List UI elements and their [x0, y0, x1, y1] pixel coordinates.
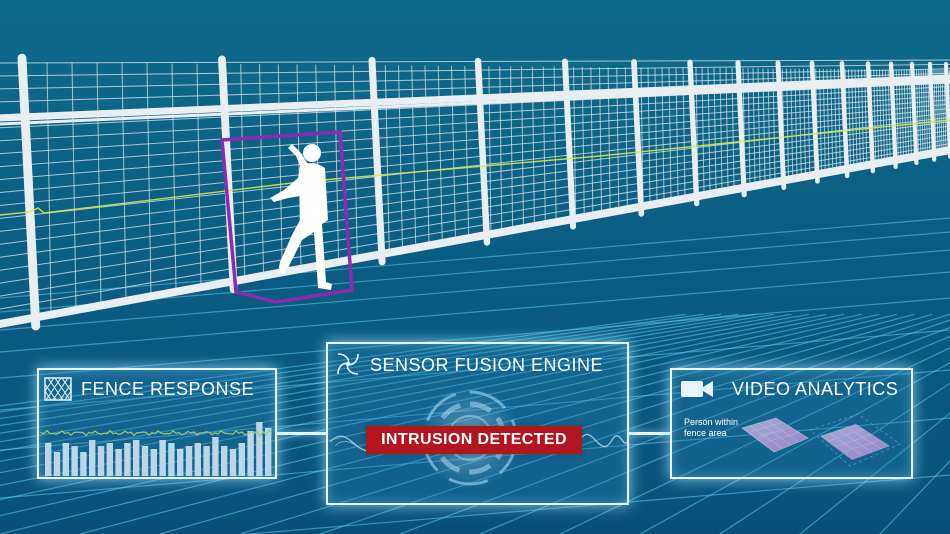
- detection-box: [220, 130, 354, 304]
- fence-sensor-cable: [0, 119, 950, 216]
- connector-fusion-to-video: [629, 432, 670, 435]
- intrusion-alert-badge: INTRUSION DETECTED: [366, 426, 582, 454]
- sensor-fusion-panel: SENSOR FUSION ENGINE: [326, 342, 629, 505]
- security-fence: [0, 53, 950, 331]
- video-analytics-panel: VIDEO ANALYTICS: [670, 368, 913, 479]
- fusion-swirl-icon: [334, 350, 362, 383]
- video-camera-icon: [680, 379, 714, 404]
- fence-response-title: FENCE RESPONSE: [81, 379, 255, 399]
- intruder-silhouette: [270, 144, 332, 290]
- video-analytics-caption: Person within fence area: [684, 417, 739, 438]
- sensor-fusion-title: SENSOR FUSION ENGINE: [370, 355, 604, 375]
- video-heatmap-tiles: [741, 413, 901, 467]
- mesh-grid-icon: [44, 377, 72, 406]
- video-analytics-title: VIDEO ANALYTICS: [732, 379, 899, 399]
- fence-response-panel: FENCE RESPONSE: [37, 368, 277, 479]
- fence-response-chart: [40, 422, 273, 476]
- connector-fence-to-fusion: [277, 432, 326, 435]
